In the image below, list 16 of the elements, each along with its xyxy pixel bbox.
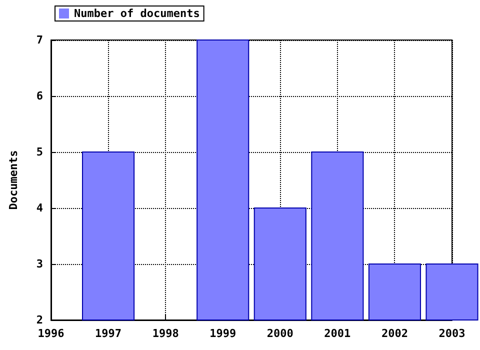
y-tick-label: 4 xyxy=(36,202,44,214)
x-tick-label: 1996 xyxy=(38,327,65,340)
x-tick-label: 2001 xyxy=(324,327,352,340)
x-tick-label: 1997 xyxy=(95,327,122,340)
x-tick-label: 2003 xyxy=(438,327,466,340)
x-tick-label: 2002 xyxy=(381,327,408,340)
y-tick-label: 2 xyxy=(36,314,43,326)
x-tick-label: 1999 xyxy=(210,327,236,340)
y-axis-title: Documents xyxy=(7,150,20,210)
y-tick-label: 6 xyxy=(36,90,44,102)
y-tick-label: 3 xyxy=(36,258,43,270)
x-tick-label: 1998 xyxy=(152,327,179,340)
y-tick-label: 5 xyxy=(36,146,43,158)
x-tick-label: 2000 xyxy=(266,327,294,340)
y-tick-label: 7 xyxy=(36,34,43,46)
legend-label: Number of documents xyxy=(74,7,200,20)
